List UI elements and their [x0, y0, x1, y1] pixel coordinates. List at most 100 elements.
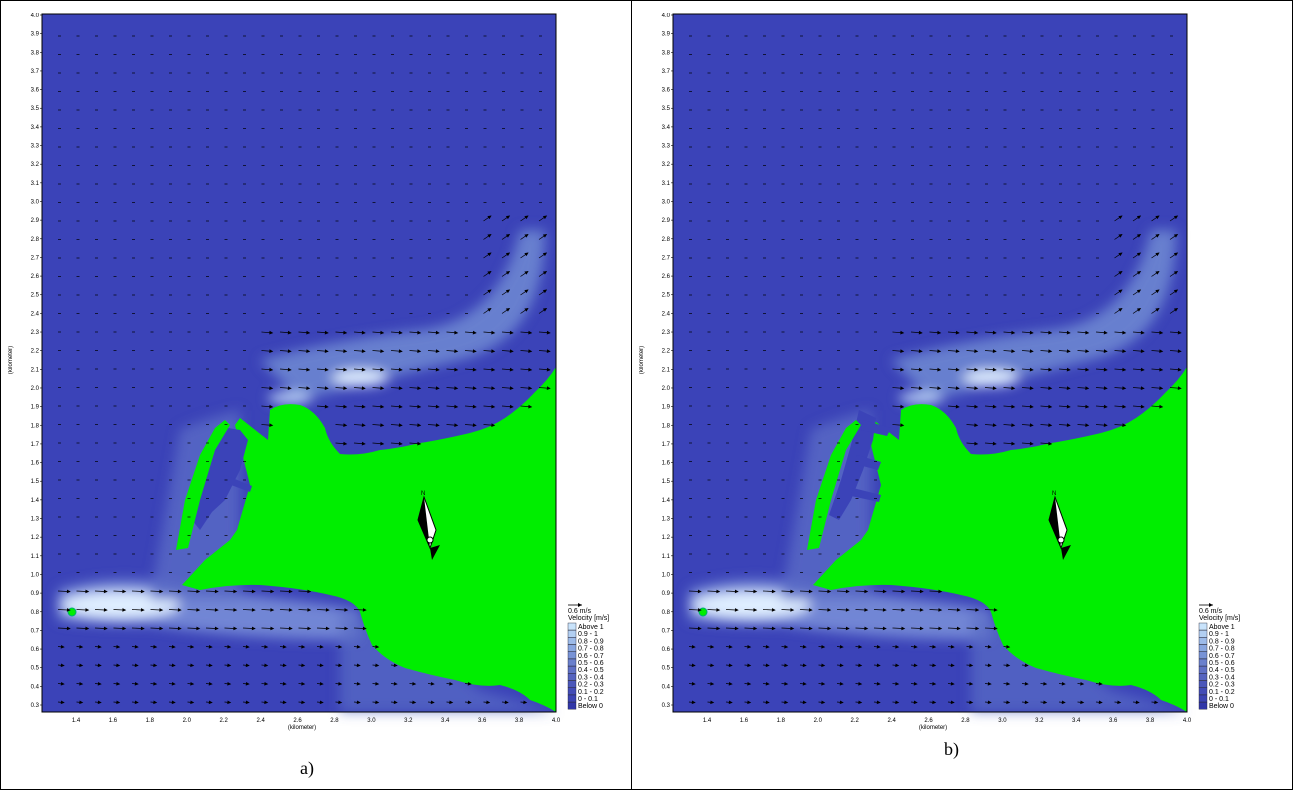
vector-arrowhead [343, 423, 348, 427]
y-tick-label: 2.6 [31, 274, 40, 280]
vector-arrowhead [270, 589, 275, 594]
vector-arrowhead [491, 386, 496, 390]
velocity-vectors [688, 35, 1182, 705]
vector-arrowhead [950, 700, 955, 705]
vector-arrowhead [895, 663, 900, 668]
vector-arrowhead [932, 644, 937, 649]
vector-arrowhead [790, 589, 795, 594]
x-tick-label: 2.2 [851, 718, 860, 724]
vector-arrowhead [356, 681, 361, 686]
y-tick-label: 0.6 [31, 647, 40, 653]
vector-arrowhead [375, 663, 380, 668]
land-area [813, 367, 1187, 712]
vector-arrowhead [1048, 441, 1053, 446]
vector-arrowhead [1098, 700, 1103, 705]
vector-arrowhead [974, 349, 979, 353]
vector-arrowhead [287, 349, 292, 353]
vector-arrowhead [1173, 289, 1179, 294]
y-axis-label: (kilometer) [639, 346, 645, 374]
vector-arrowhead [969, 681, 974, 686]
vector-arrowhead [454, 423, 459, 427]
vector-arrowhead [1006, 700, 1011, 705]
vector-arrowhead [375, 644, 380, 649]
vector-arrowhead [864, 626, 869, 631]
vector-arrowhead [245, 663, 250, 668]
vector-arrowhead [472, 423, 477, 427]
vector-arrowhead [380, 404, 385, 409]
vector-arrowhead [858, 700, 863, 705]
vector-arrowhead [974, 330, 979, 335]
x-tick-label: 1.6 [109, 718, 118, 724]
north-label: N [1052, 491, 1056, 497]
y-tick-label: 1.5 [31, 479, 40, 485]
vector-arrowhead [710, 681, 715, 686]
vector-arrowhead [1122, 367, 1127, 372]
x-axis-label: (kilometer) [919, 725, 947, 731]
vector-arrowhead [950, 663, 955, 668]
vector-arrowhead [1159, 386, 1164, 390]
legend-entry-label: 0.1 - 0.2 [578, 689, 604, 696]
vector-arrowhead [1103, 423, 1108, 427]
vector-arrowhead [524, 270, 529, 275]
vector-arrowhead [1048, 349, 1053, 353]
vector-arrowhead [269, 386, 274, 390]
y-tick-label: 0.7 [662, 628, 671, 634]
x-tick-label: 3.2 [1035, 718, 1044, 724]
vector-arrowhead [821, 663, 826, 668]
vector-arrowhead [324, 349, 329, 353]
vector-arrowhead [882, 608, 887, 612]
vector-arrowhead [487, 252, 492, 257]
vector-arrowhead [417, 404, 422, 409]
vector-arrowhead [691, 663, 696, 668]
vector-arrowhead [913, 663, 918, 668]
legend-title: Velocity [m/s] [568, 615, 609, 622]
vector-arrowhead [306, 330, 311, 335]
vector-arrowhead [380, 423, 385, 427]
vector-arrowhead [753, 589, 758, 594]
vector-arrowhead [1103, 386, 1108, 390]
y-tick-label: 1.3 [31, 517, 40, 523]
y-tick-label: 1.8 [662, 423, 671, 429]
panel-b-caption: b) [944, 739, 959, 759]
vector-arrowhead [992, 349, 997, 353]
vector-arrowhead [122, 608, 127, 612]
vector-arrowhead [1103, 330, 1108, 335]
vector-arrowhead [159, 608, 164, 612]
vector-arrowhead [528, 349, 533, 353]
vector-arrowhead [190, 663, 195, 668]
vector-arrowhead [208, 681, 213, 686]
vector-arrowhead [1135, 700, 1140, 705]
vector-arrowhead [505, 270, 511, 275]
north-label: N [421, 491, 425, 497]
vector-arrowhead [900, 404, 905, 409]
vector-arrowhead [398, 386, 403, 390]
vector-arrowhead [338, 681, 343, 686]
vector-arrowhead [993, 626, 998, 631]
vector-arrowhead [546, 349, 551, 353]
vector-arrowhead [1140, 330, 1145, 335]
panel-b-map: N 4.0 3.9 3.8 3.7 3.6 3.5 3.4 3.3 3.2 3.1 3.0 2.9 2.8… [639, 13, 1240, 731]
vector-arrowhead [97, 700, 102, 705]
vector-arrowhead [306, 349, 311, 353]
y-tick-label: 3.6 [31, 88, 40, 94]
y-tick-label: 3.0 [31, 199, 40, 205]
vector-arrowhead [864, 608, 869, 612]
vector-arrowhead [487, 233, 492, 238]
vector-arrowhead [900, 367, 905, 372]
vector-arrowhead [528, 330, 533, 335]
vector-arrowhead [343, 386, 348, 390]
y-tick-label: 4.0 [31, 13, 40, 19]
vector-arrowhead [380, 386, 385, 390]
y-tick-label: 1.7 [31, 442, 40, 448]
vector-arrowhead [116, 700, 121, 705]
y-tick-label: 2.3 [662, 330, 671, 336]
vector-arrowhead [472, 367, 477, 372]
vector-arrowhead [1029, 404, 1034, 409]
vector-arrowhead [747, 700, 752, 705]
harbour-basins [192, 428, 252, 530]
vector-arrowhead [264, 681, 269, 686]
y-tick-label: 3.5 [662, 106, 671, 112]
vector-arrowhead [882, 589, 887, 594]
legend-entry-label: 0.8 - 0.9 [578, 638, 604, 645]
